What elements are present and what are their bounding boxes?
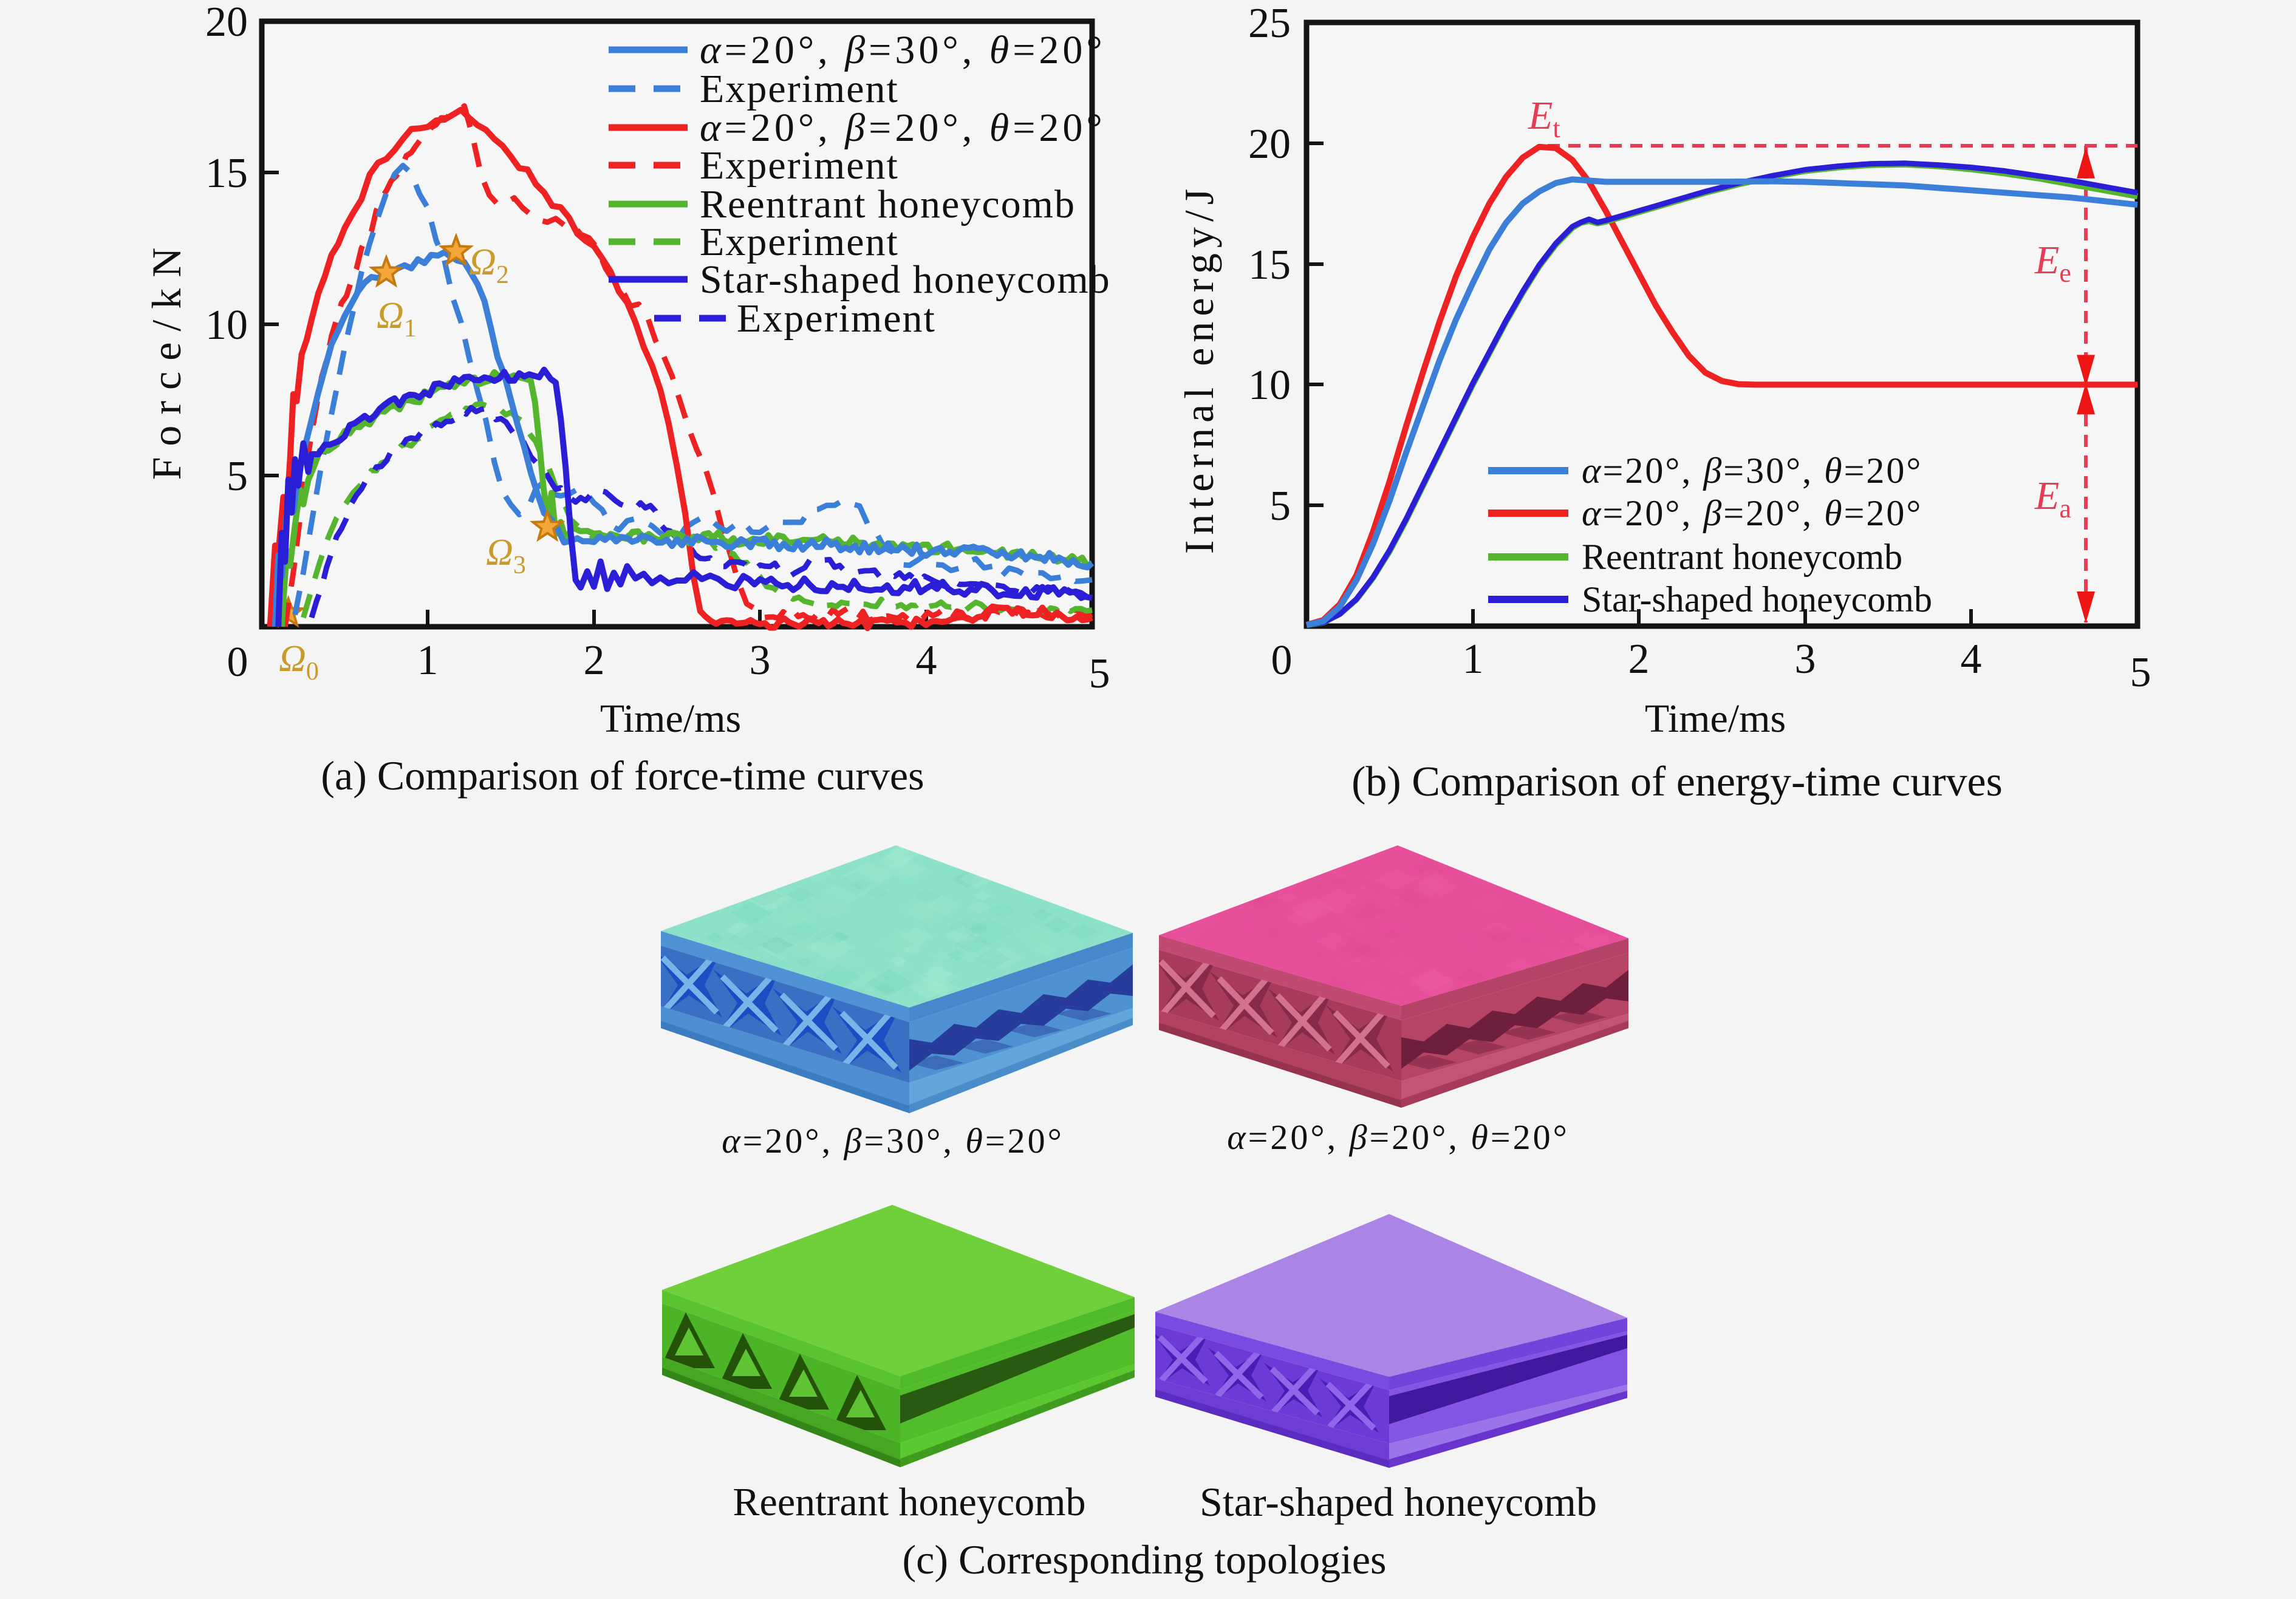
svg-text:α=20°, β=20°, θ=20°: α=20°, β=20°, θ=20° xyxy=(1582,493,1922,533)
svg-text:Reentrant honeycomb: Reentrant honeycomb xyxy=(700,182,1076,227)
svg-text:20: 20 xyxy=(205,0,248,46)
svg-text:10: 10 xyxy=(205,302,248,349)
svg-text:0: 0 xyxy=(227,639,248,686)
svg-text:Experiment: Experiment xyxy=(700,143,899,188)
svg-text:(a) Comparison of force-time c: (a) Comparison of force-time curves xyxy=(321,752,924,799)
svg-text:Force/kN: Force/kN xyxy=(143,237,190,480)
svg-text:Ea: Ea xyxy=(2034,474,2071,523)
svg-text:5: 5 xyxy=(1089,650,1110,697)
svg-text:Experiment: Experiment xyxy=(700,67,899,111)
svg-text:25: 25 xyxy=(1248,0,1291,47)
svg-text:α=20°, β=30°, θ=20°: α=20°, β=30°, θ=20° xyxy=(722,1121,1064,1161)
svg-text:1: 1 xyxy=(417,637,439,684)
svg-text:4: 4 xyxy=(916,637,937,684)
svg-text:Star-shaped honeycomb: Star-shaped honeycomb xyxy=(1582,579,1932,619)
svg-text:Experiment: Experiment xyxy=(737,296,936,341)
svg-text:Reentrant honeycomb: Reentrant honeycomb xyxy=(733,1480,1086,1524)
svg-text:α=20°, β=20°, θ=20°: α=20°, β=20°, θ=20° xyxy=(1227,1117,1570,1157)
svg-text:10: 10 xyxy=(1248,362,1291,409)
svg-text:3: 3 xyxy=(1795,636,1816,683)
svg-text:Experiment: Experiment xyxy=(700,220,899,264)
svg-text:1: 1 xyxy=(1463,636,1484,683)
svg-text:Star-shaped honeycomb: Star-shaped honeycomb xyxy=(700,257,1111,302)
svg-text:4: 4 xyxy=(1961,636,1982,683)
svg-text:Et: Et xyxy=(1528,94,1560,143)
svg-text:Star-shaped honeycomb: Star-shaped honeycomb xyxy=(1200,1479,1597,1525)
svg-text:Time/ms: Time/ms xyxy=(1645,697,1786,741)
svg-text:5: 5 xyxy=(1269,483,1291,530)
svg-text:Internal energy/J: Internal energy/J xyxy=(1176,183,1222,554)
svg-text:(b) Comparison of energy-time: (b) Comparison of energy-time curves xyxy=(1351,759,2003,805)
svg-text:5: 5 xyxy=(2130,649,2151,696)
svg-text:Time/ms: Time/ms xyxy=(600,697,741,741)
svg-text:15: 15 xyxy=(205,150,248,197)
svg-text:15: 15 xyxy=(1248,242,1291,288)
svg-text:Reentrant honeycomb: Reentrant honeycomb xyxy=(1582,537,1902,577)
svg-text:20: 20 xyxy=(1248,121,1291,168)
svg-text:α=20°, β=30°, θ=20°: α=20°, β=30°, θ=20° xyxy=(1582,451,1922,491)
svg-text:5: 5 xyxy=(227,453,248,500)
svg-text:α=20°, β=20°, θ=20°: α=20°, β=20°, θ=20° xyxy=(700,106,1106,150)
svg-text:α=20°, β=30°, θ=20°: α=20°, β=30°, θ=20° xyxy=(700,28,1106,72)
svg-text:0: 0 xyxy=(1271,637,1293,684)
svg-text:3: 3 xyxy=(750,637,771,684)
svg-text:2: 2 xyxy=(1628,636,1650,683)
svg-text:Ee: Ee xyxy=(2034,238,2071,288)
svg-text:2: 2 xyxy=(584,637,605,684)
svg-text:(c) Corresponding topologies: (c) Corresponding topologies xyxy=(903,1536,1387,1583)
